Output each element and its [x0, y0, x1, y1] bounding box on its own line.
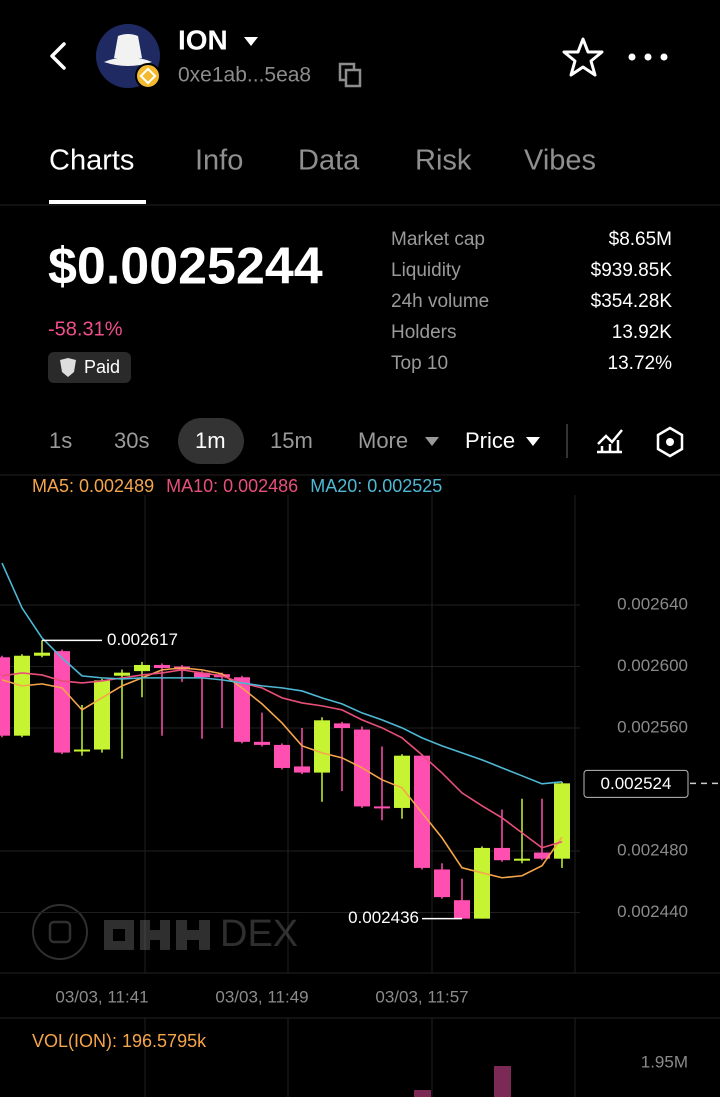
stat-label: Liquidity: [391, 260, 461, 281]
interval-option[interactable]: 1m: [195, 428, 226, 453]
candle-body: [134, 664, 150, 672]
badge-label: Paid: [84, 357, 120, 377]
watermark-text: DEX: [220, 913, 298, 955]
dropdown-icon[interactable]: [244, 37, 258, 46]
stat-label: Holders: [391, 322, 456, 343]
more-button[interactable]: [628, 53, 668, 61]
price-change: -58.31%: [48, 318, 123, 340]
token-address: 0xe1ab...5ea8: [178, 64, 311, 87]
x-tick-label: 03/03, 11:57: [375, 987, 468, 1006]
candle-body: [474, 847, 490, 919]
interval-option[interactable]: More: [358, 428, 408, 453]
volume-bar: [414, 1090, 431, 1097]
stat-value: $8.65M: [609, 229, 672, 250]
legend-entry: MA20: 0.002525: [310, 476, 442, 496]
high-annotation: 0.002617: [107, 630, 178, 649]
plot-area: [0, 562, 580, 919]
volume-bar: [494, 1066, 511, 1097]
stat-label: 24h volume: [391, 291, 489, 312]
current-price-box: [583, 769, 689, 798]
candle-body: [534, 852, 550, 859]
tab[interactable]: Data: [298, 145, 360, 177]
active-tab-indicator: [49, 200, 146, 204]
avatar: [96, 24, 161, 89]
settings-button[interactable]: [656, 426, 684, 458]
candle-body: [274, 744, 290, 768]
copy-icon[interactable]: [338, 62, 362, 88]
candle-body: [74, 749, 90, 752]
candle-body: [14, 655, 30, 736]
candle-body: [434, 869, 450, 898]
more-dropdown-icon[interactable]: [425, 437, 439, 446]
price-mode-dropdown[interactable]: [526, 437, 540, 446]
candle-body: [394, 755, 410, 808]
back-button[interactable]: [50, 42, 66, 70]
active-interval: [178, 418, 244, 464]
interval-option[interactable]: 15m: [270, 428, 313, 453]
volume-title: VOL(ION): 196.5795k: [32, 1031, 207, 1051]
candle-body: [294, 766, 310, 773]
badge-icon: [60, 358, 76, 377]
candle-body: [334, 723, 350, 728]
tab[interactable]: Risk: [415, 145, 472, 177]
ma-line: [1, 667, 563, 879]
legend-entry: MA5: 0.002489: [32, 476, 154, 496]
ma-line: [1, 669, 563, 849]
interval-option[interactable]: 1s: [49, 428, 72, 453]
low-annotation: 0.002436: [348, 908, 419, 927]
stat-value: $354.28K: [591, 291, 673, 312]
ma-line: [1, 562, 563, 785]
y-tick-label: 0.002640: [617, 594, 688, 613]
watermark: DEX: [32, 904, 298, 960]
stat-value: 13.92K: [612, 322, 673, 343]
current-price-label: 0.002524: [601, 774, 672, 793]
indicator-button[interactable]: [597, 429, 623, 454]
candle-body: [554, 783, 570, 859]
tab[interactable]: Charts: [49, 145, 134, 177]
price: $0.0025244: [48, 238, 323, 296]
stat-value: $939.85K: [591, 260, 673, 281]
x-tick-label: 03/03, 11:41: [55, 987, 148, 1006]
candle-body: [114, 672, 130, 676]
tab[interactable]: Vibes: [524, 145, 596, 177]
candle-body: [374, 806, 390, 809]
candle-body: [154, 664, 170, 669]
stat-label: Top 10: [391, 353, 448, 374]
y-tick-label: 0.002480: [617, 840, 688, 859]
y-tick-label: 0.002600: [617, 656, 688, 675]
candle-body: [254, 741, 270, 745]
x-tick-label: 03/03, 11:49: [215, 987, 308, 1006]
candle-body: [0, 657, 10, 736]
interval-option[interactable]: 30s: [114, 428, 149, 453]
token-name[interactable]: ION: [178, 24, 228, 55]
vertical-grid: [144, 495, 576, 1097]
candle-body: [454, 900, 470, 919]
candle-body: [514, 858, 530, 861]
legend-entry: MA10: 0.002486: [166, 476, 298, 496]
y-tick-label: 0.002440: [617, 902, 688, 921]
candle-body: [194, 672, 210, 678]
volume-tick-label: 1.95M: [641, 1052, 688, 1071]
stat-value: 13.72%: [608, 353, 673, 374]
tab[interactable]: Info: [195, 145, 243, 177]
price-mode[interactable]: Price: [465, 428, 515, 453]
candle-body: [94, 680, 110, 750]
candle-body: [314, 720, 330, 773]
candle-body: [54, 651, 70, 753]
candle-body: [34, 652, 50, 656]
stat-label: Market cap: [391, 229, 485, 250]
favorite-button[interactable]: [562, 37, 604, 77]
y-tick-label: 0.002560: [617, 717, 688, 736]
candle-body: [494, 847, 510, 861]
candle-body: [234, 677, 250, 742]
